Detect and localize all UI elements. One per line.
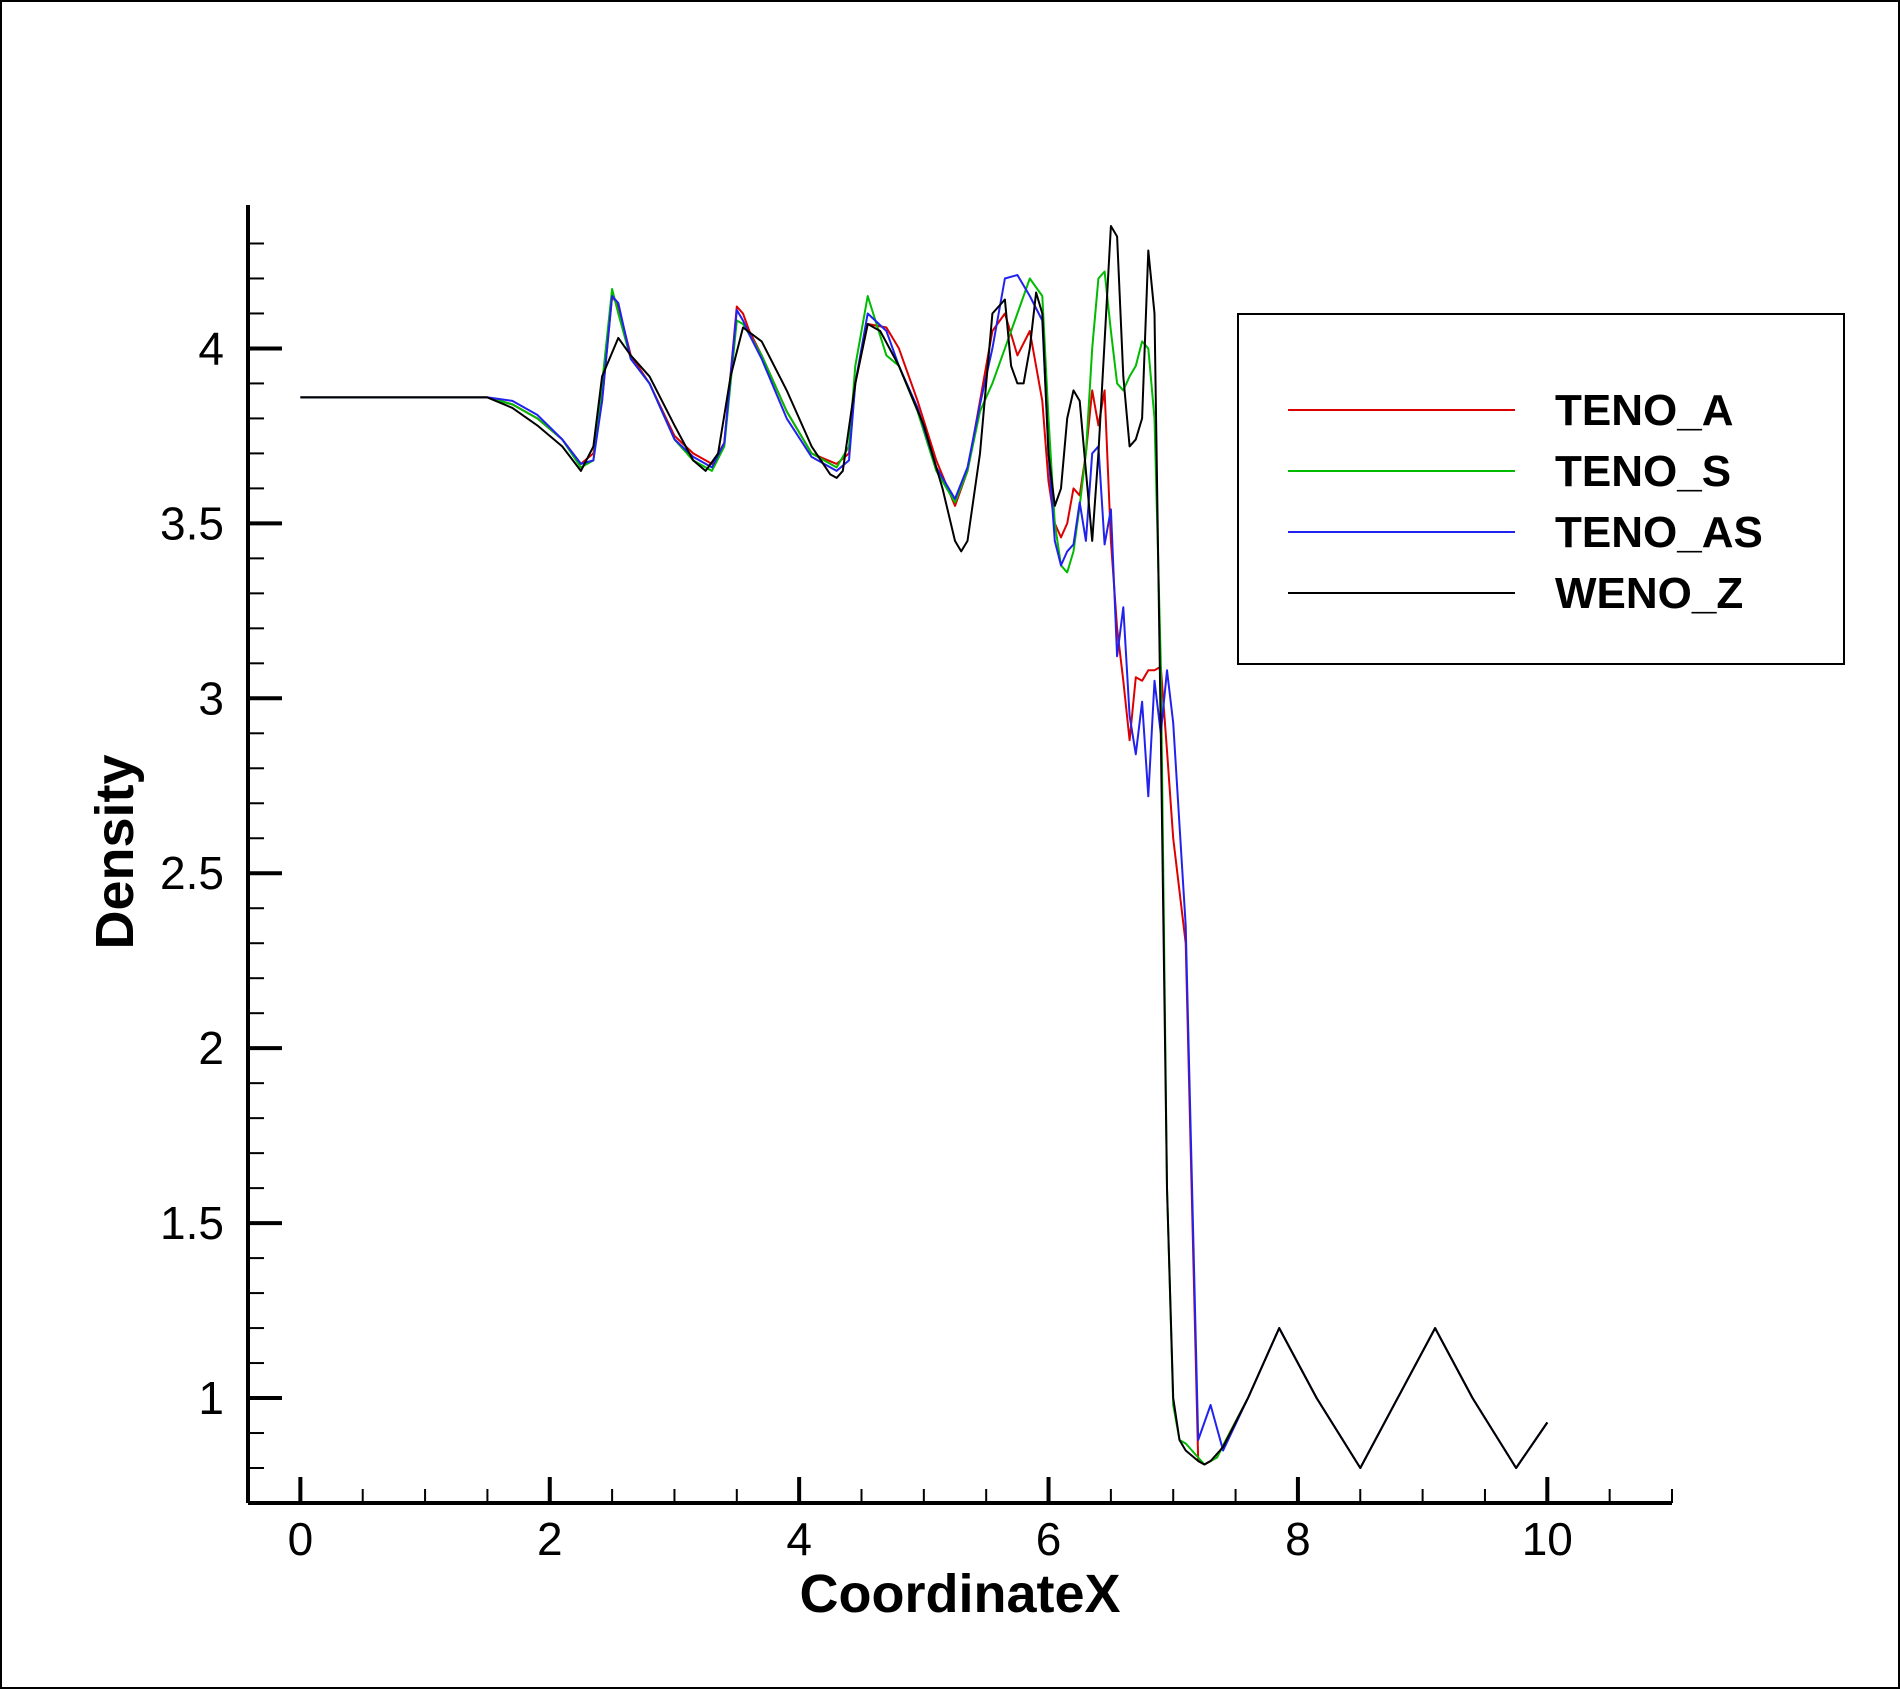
series-layer: [300, 225, 1549, 1469]
legend-label: TENO_S: [1555, 447, 1731, 496]
x-tick-label: 4: [786, 1513, 812, 1565]
x-tick-label: 0: [288, 1513, 314, 1565]
legend: TENO_A TENO_S TENO_AS WENO_Z: [1237, 313, 1845, 665]
legend-label: TENO_A: [1555, 386, 1733, 435]
y-tick-label: 3.5: [160, 497, 224, 549]
legend-label: TENO_AS: [1555, 508, 1763, 557]
x-tick-label: 2: [537, 1513, 563, 1565]
x-tick-label: 6: [1036, 1513, 1062, 1565]
y-tick-label: 1: [198, 1372, 224, 1424]
x-tick-label: 8: [1285, 1513, 1311, 1565]
y-tick-label: 3: [198, 672, 224, 724]
series-line-teno-as: [300, 274, 1549, 1469]
legend-box: [1237, 313, 1845, 665]
legend-label: WENO_Z: [1555, 569, 1743, 618]
series-line-weno-z: [300, 225, 1549, 1469]
axes: 0 2 4 6 8 10 1 1.5 2 2.5 3 3.5 4: [160, 205, 1673, 1565]
y-tick-label: 2: [198, 1022, 224, 1074]
y-axis-title: Density: [85, 754, 145, 949]
y-tick-label: 4: [198, 322, 224, 374]
y-tick-label: 2.5: [160, 847, 224, 899]
y-tick-label: 1.5: [160, 1197, 224, 1249]
x-axis-title: CoordinateX: [799, 1564, 1120, 1624]
x-tick-label: 10: [1522, 1513, 1573, 1565]
